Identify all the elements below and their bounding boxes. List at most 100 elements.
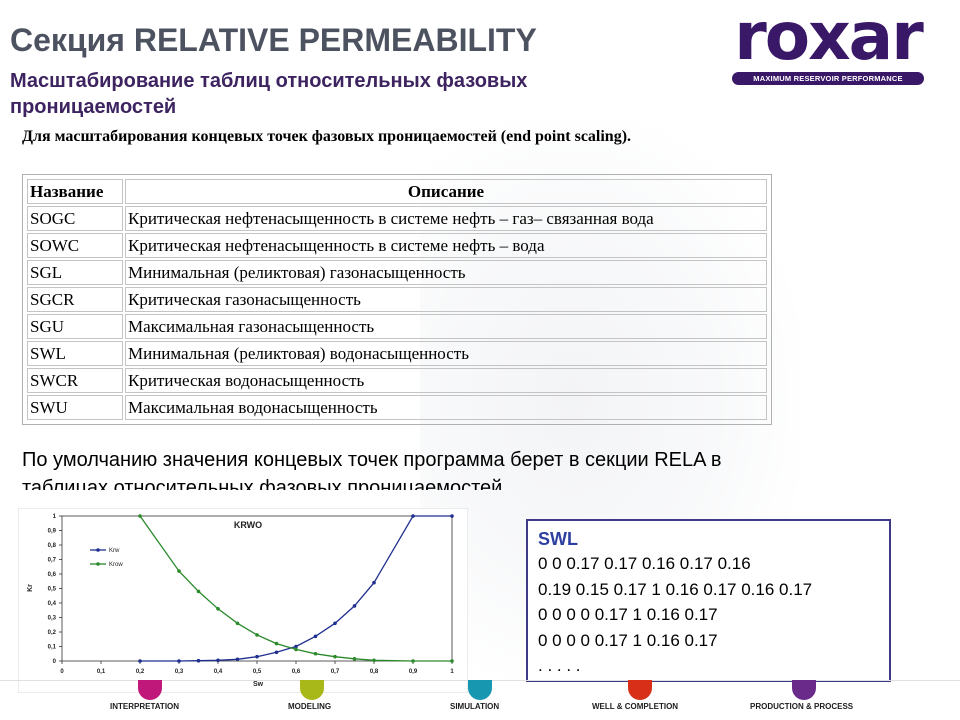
data-point-krw xyxy=(333,621,337,626)
footer-item-well-completion[interactable]: WELL & COMPLETION xyxy=(592,702,679,711)
data-point-krw xyxy=(177,659,181,663)
y-tick-label: 0,4 xyxy=(48,601,57,607)
data-point-krw xyxy=(352,604,357,608)
x-tick-label: 0,3 xyxy=(175,669,184,675)
header-name: Название xyxy=(27,179,123,204)
param-name: SGCR xyxy=(27,287,123,312)
param-name: SGU xyxy=(27,314,123,339)
data-point-krow xyxy=(411,659,415,663)
data-point-krow xyxy=(352,657,357,661)
table-row: SWU Максимальная водонасыщенность xyxy=(27,395,767,420)
data-point-krw xyxy=(216,658,220,663)
x-tick-label: 0,8 xyxy=(370,669,379,675)
y-tick-label: 0 xyxy=(53,659,57,665)
y-tick-label: 0,2 xyxy=(48,630,57,636)
param-description: Минимальная (реликтовая) водонасыщенност… xyxy=(125,341,767,366)
x-tick-label: 0,1 xyxy=(97,669,106,675)
swl-line: 0 0 0.17 0.17 0.16 0.17 0.16 xyxy=(538,554,751,573)
x-tick-label: 1 xyxy=(450,669,454,675)
legend-marker xyxy=(96,548,100,552)
table-row: SOWC Критическая нефтенасыщенность в сист… xyxy=(27,233,767,258)
data-point-krow xyxy=(235,621,240,626)
swl-line: 0 0 0 0 0.17 1 0.16 0.17 xyxy=(538,630,718,650)
swl-title: SWL xyxy=(538,529,578,549)
footer-item-production-process[interactable]: PRODUCTION & PROCESS xyxy=(750,702,854,711)
data-point-krw xyxy=(294,644,298,649)
data-point-krw xyxy=(313,634,318,639)
production-process-icon xyxy=(792,680,816,700)
data-point-krow xyxy=(274,641,279,646)
legend-label: Krow xyxy=(109,562,123,568)
param-name: SWU xyxy=(27,395,123,420)
table-header-row: Название Описание xyxy=(27,179,767,204)
swl-line: 0.19 0.15 0.17 1 0.16 0.17 0.16 0.17 xyxy=(538,579,813,599)
param-description: Максимальная газонасыщенность xyxy=(125,314,767,339)
data-point-krow xyxy=(333,654,337,659)
x-tick-label: 0,7 xyxy=(331,669,340,675)
simulation-icon xyxy=(468,680,492,700)
param-description: Максимальная водонасыщенность xyxy=(125,395,767,420)
table-row: SWCR Критическая водонасыщенность xyxy=(27,368,767,393)
data-point-krow xyxy=(216,607,220,611)
data-point-krow xyxy=(255,633,259,637)
x-tick-label: 0,6 xyxy=(292,669,301,675)
logo-tagline: MAXIMUM RESERVOIR PERFORMANCE xyxy=(732,72,924,85)
data-point-krow xyxy=(450,659,454,663)
header-description: Описание xyxy=(125,179,767,204)
data-point-krow xyxy=(313,651,318,656)
series-line-krow xyxy=(139,515,452,662)
y-tick-label: 0,8 xyxy=(48,543,57,549)
data-point-krw xyxy=(235,657,240,662)
data-point-krow xyxy=(196,589,201,594)
default-values-paragraph: По умолчанию значения концевых точек про… xyxy=(22,446,882,490)
data-point-krw xyxy=(450,514,454,518)
table-row: SOGC Критическая нефтенасыщенность в сист… xyxy=(27,206,767,231)
parameters-table: Название Описание SOGC Критическая нефтен… xyxy=(22,174,772,425)
data-point-krw xyxy=(196,658,201,663)
krwo-chart-svg: 0 0,1 0,2 0,3 0,4 0,5 0,6 0,7 0,8 0,9 1 0 0,1 0,2 0,3 0… xyxy=(18,508,468,693)
y-tick-label: 0,3 xyxy=(48,616,57,622)
y-tick-label: 0,5 xyxy=(48,587,57,593)
x-tick-label: 0,2 xyxy=(136,669,145,675)
page-subtitle: Масштабирование таблиц относительных фаз… xyxy=(10,70,528,118)
logo-wordmark: roxar xyxy=(734,0,924,75)
series-line-krw xyxy=(140,515,452,662)
swl-line: . . . . . xyxy=(538,656,581,675)
roxar-logo: roxar MAXIMUM RESERVOIR PERFORMANCE xyxy=(730,0,926,90)
chart-title: KRWO xyxy=(234,520,262,530)
param-description: Критическая газонасыщенность xyxy=(125,287,767,312)
x-tick-label: 0 xyxy=(60,669,64,675)
data-point-krw xyxy=(411,514,415,518)
paragraph-line-1: По умолчанию значения концевых точек про… xyxy=(22,449,722,471)
table-row: SGCR Критическая газонасыщенность xyxy=(27,287,767,312)
table-row: SGU Максимальная газонасыщенность xyxy=(27,314,767,339)
footer-item-modeling[interactable]: MODELING xyxy=(288,702,332,711)
chart-x-axis-label: Sw xyxy=(253,681,264,688)
data-point-krw xyxy=(255,654,259,659)
y-tick-label: 0,1 xyxy=(48,645,57,651)
param-description: Критическая нефтенасыщенность в системе … xyxy=(125,233,767,258)
param-name: SWCR xyxy=(27,368,123,393)
table-row: SGL Минимальная (реликтовая) газонасыщенн… xyxy=(27,260,767,285)
y-tick-label: 1 xyxy=(53,514,57,520)
y-tick-label: 0,9 xyxy=(48,529,57,535)
swl-keyword-box: SWL 0 0 0.17 0.17 0.16 0.17 0.16 0.19 0.… xyxy=(526,519,891,682)
y-tick-label: 0,6 xyxy=(48,572,57,578)
chart-y-axis-label: Kr xyxy=(27,584,34,592)
data-point-krow xyxy=(138,514,142,518)
param-name: SOWC xyxy=(27,233,123,258)
modeling-icon xyxy=(300,680,324,700)
x-tick-label: 0,9 xyxy=(409,669,418,675)
footer-item-simulation[interactable]: SIMULATION xyxy=(450,702,500,711)
param-name: SOGC xyxy=(27,206,123,231)
paragraph-line-2: таблицах относительных фазовых проницаем… xyxy=(22,477,508,490)
krwo-chart: 0 0,1 0,2 0,3 0,4 0,5 0,6 0,7 0,8 0,9 1 0 0,1 0,2 0,3 0… xyxy=(18,508,468,693)
param-name: SGL xyxy=(27,260,123,285)
table-row: SWL Минимальная (реликтовая) водонасыщенн… xyxy=(27,341,767,366)
interpretation-icon xyxy=(138,680,162,700)
chart-frame xyxy=(18,508,468,693)
footer-item-interpretation[interactable]: INTERPRETATION xyxy=(110,702,180,711)
data-point-krw xyxy=(274,650,279,655)
data-point-krw xyxy=(372,580,376,585)
y-tick-label: 0,7 xyxy=(48,558,57,564)
